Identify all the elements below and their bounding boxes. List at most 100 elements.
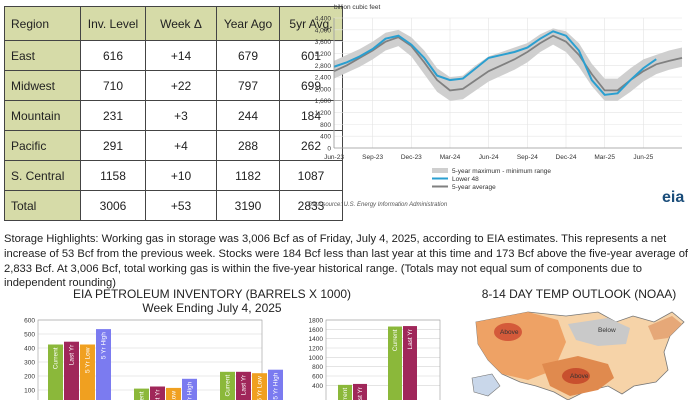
bar-label: 5 Yr High: [273, 372, 280, 399]
x-tick-label: Jun-23: [324, 154, 344, 161]
chart-title: EIA PETROLEUM INVENTORY (BARRELS X 1000): [73, 287, 351, 301]
y-tick-label: 2,800: [315, 63, 332, 70]
table-cell: 291: [80, 130, 146, 161]
table-row: Total 3006 +53 3190 2833: [4, 190, 343, 221]
column-header: Region: [4, 6, 81, 41]
y-tick-label: 800: [320, 122, 331, 129]
table-row: Pacific 291 +4 288 262: [4, 130, 343, 161]
column-header: 5yr Avg.: [279, 6, 343, 41]
bar: [403, 326, 417, 400]
plot-frame: [325, 319, 441, 400]
legend-label: Lower 48: [452, 176, 479, 183]
bar-label: Current: [53, 347, 60, 369]
x-tick-label: Mar-24: [440, 154, 461, 161]
y-tick-label: 400: [320, 134, 331, 141]
y-tick-label: 2,000: [315, 86, 332, 93]
lower48-line: [333, 30, 657, 96]
region-name: Mountain: [4, 100, 81, 131]
x-tick-label: Dec-24: [556, 154, 577, 161]
legend-label: 5-year maximum - minimum range: [452, 168, 551, 175]
region-label: Below: [598, 327, 616, 334]
bar: [388, 326, 402, 400]
storage-table: Region Inv. Level Week Δ Year Ago 5yr Avg. Ea…: [4, 6, 343, 221]
bar-label: Current: [225, 375, 232, 397]
y-tick-label: 3,200: [315, 51, 332, 58]
bar: [338, 384, 352, 400]
bar: [182, 378, 197, 400]
y-tick-label: 1800: [309, 318, 324, 325]
below-region: [568, 318, 630, 346]
bar-label: Last Yr: [357, 386, 364, 400]
y-tick-label: 1,600: [315, 98, 332, 105]
table-cell: 2833: [279, 190, 343, 221]
x-tick-label: Mar-25: [594, 154, 615, 161]
column-header: Year Ago: [216, 6, 280, 41]
bar: [48, 344, 63, 400]
region-name: East: [4, 40, 81, 71]
table-cell: 1182: [216, 160, 280, 191]
bar-label: Last Yr: [241, 374, 248, 395]
x-tick-label: Jun-25: [633, 154, 653, 161]
y-tick-label: 1000: [309, 355, 324, 362]
y-tick-label: 1600: [309, 327, 324, 334]
y-tick-label: 400: [24, 346, 35, 353]
region-name: Total: [4, 190, 81, 221]
bar-label: Last Yr: [155, 389, 162, 400]
y-tick-label: 1,200: [315, 110, 332, 117]
table-cell: 616: [80, 40, 146, 71]
table-cell: 1087: [279, 160, 343, 191]
bar-label: 5 Yr High: [187, 381, 194, 400]
bar-label: Current: [392, 329, 399, 351]
y-tick-label: 3,600: [315, 39, 332, 46]
table-cell: 679: [216, 40, 280, 71]
y-tick-label: 0: [327, 146, 331, 153]
table-row: S. Central 1158 +10 1182 1087: [4, 160, 343, 191]
y-tick-label: 2,400: [315, 75, 332, 82]
table-row: East 616 +14 679 601: [4, 40, 343, 71]
y-tick-label: 800: [312, 364, 323, 371]
bar-label: 5 Yr High: [101, 332, 108, 359]
table-cell: +22: [145, 70, 217, 101]
region-name: Pacific: [4, 130, 81, 161]
bar-label: Current: [139, 391, 146, 400]
temp-outlook-map: 8-14 DAY TEMP OUTLOOK (NOAA) Above Below Ab…: [471, 287, 685, 400]
bar: [252, 373, 267, 400]
table-cell: 231: [80, 100, 146, 131]
table-cell: +14: [145, 40, 217, 71]
table-cell: 3190: [216, 190, 280, 221]
bar-label: Last Yr: [69, 344, 76, 365]
plot-frame: [37, 319, 263, 400]
table-cell: +53: [145, 190, 217, 221]
table-cell: 244: [216, 100, 280, 131]
table-row: Midwest 710 +22 797 699: [4, 70, 343, 101]
y-tick-label: 300: [24, 360, 35, 367]
legend-label: 5-year average: [452, 184, 496, 191]
y-tick-label: 100: [24, 388, 35, 395]
bar-label: Last Yr: [407, 328, 414, 349]
bar: [96, 329, 111, 400]
map-title: 8-14 DAY TEMP OUTLOOK (NOAA): [482, 287, 677, 301]
x-tick-label: Sep-24: [517, 154, 538, 161]
bar: [166, 387, 181, 400]
bar: [353, 383, 367, 400]
x-tick-label: Dec-23: [401, 154, 422, 161]
y-tick-label: 200: [24, 374, 35, 381]
table-cell: 1158: [80, 160, 146, 191]
x-tick-label: Jun-24: [479, 154, 499, 161]
table-header-row: Region Inv. Level Week Δ Year Ago 5yr Avg.: [4, 6, 343, 41]
bar-label: 5 Yr Low: [257, 376, 264, 400]
legend-swatch: [432, 168, 448, 173]
bar-label: Current: [342, 388, 349, 400]
x-tick-label: Sep-23: [362, 154, 383, 161]
storage-highlights: Storage Highlights: Working gas in stora…: [4, 233, 689, 290]
average-line: [333, 34, 683, 92]
y-tick-label: 400: [312, 383, 323, 390]
bar: [268, 369, 283, 400]
bar: [80, 344, 95, 400]
alaska-map: [471, 373, 501, 397]
storage-chart: billion cubic feet 0 400 800 1,200 1,600 2,000…: [308, 4, 684, 208]
bar-label: 5 Yr Low: [85, 347, 92, 373]
above-core-south: [562, 368, 590, 384]
y-tick-label: 4,400: [315, 16, 332, 23]
bar-label: 5 Yr Low: [171, 391, 178, 400]
